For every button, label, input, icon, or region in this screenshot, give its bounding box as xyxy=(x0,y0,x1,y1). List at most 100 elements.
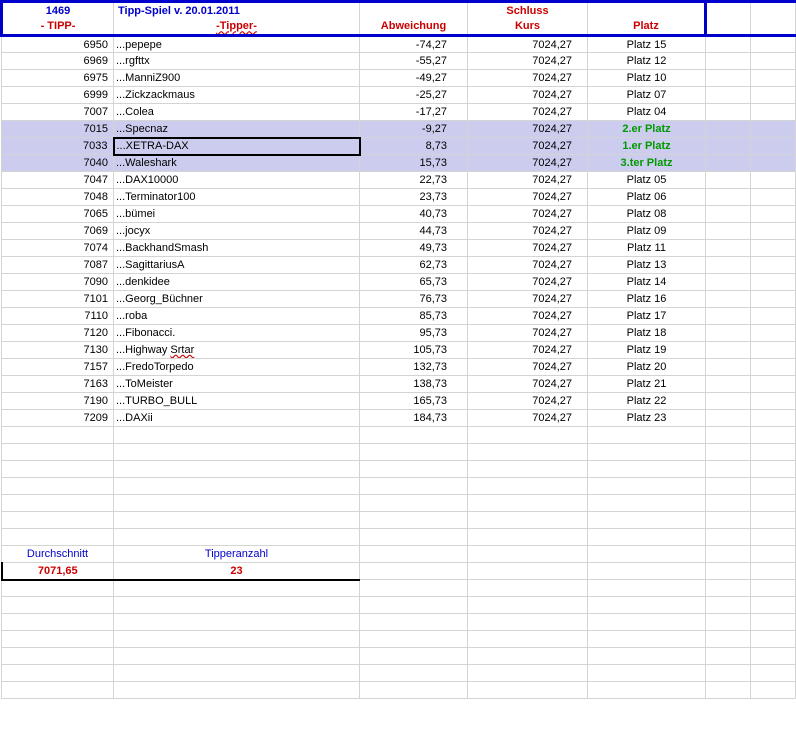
tipper-cell[interactable]: ...FredoTorpedo xyxy=(114,359,360,376)
platz-cell[interactable]: Platz 09 xyxy=(588,223,706,240)
cell-empty[interactable] xyxy=(2,444,114,461)
cell-empty[interactable] xyxy=(360,478,468,495)
tipp-cell[interactable]: 7130 xyxy=(2,342,114,359)
cell-empty[interactable] xyxy=(751,563,796,580)
footer-durchschnitt_label[interactable]: Durchschnitt xyxy=(2,546,114,563)
cell-empty[interactable] xyxy=(751,648,796,665)
tipp-cell[interactable]: 7047 xyxy=(2,172,114,189)
header-title[interactable]: Tipp-Spiel v. 20.01.2011 xyxy=(114,2,360,19)
footer-tipperanzahl_val[interactable]: 23 xyxy=(114,563,360,580)
cell-empty[interactable] xyxy=(114,631,360,648)
kurs-cell[interactable]: 7024,27 xyxy=(468,155,588,172)
cell-empty[interactable] xyxy=(706,291,751,308)
abweichung-cell[interactable]: -49,27 xyxy=(360,70,468,87)
cell-empty[interactable] xyxy=(114,529,360,546)
cell-empty[interactable] xyxy=(751,631,796,648)
cell-empty[interactable] xyxy=(751,580,796,597)
cell-empty[interactable] xyxy=(2,631,114,648)
cell-empty[interactable] xyxy=(751,682,796,699)
cell-empty[interactable] xyxy=(114,665,360,682)
header-kurs[interactable]: Kurs xyxy=(468,19,588,36)
cell-empty[interactable] xyxy=(751,597,796,614)
tipp-cell[interactable]: 7040 xyxy=(2,155,114,172)
footer-tipperanzahl_label[interactable]: Tipperanzahl xyxy=(114,546,360,563)
cell-empty[interactable] xyxy=(468,563,588,580)
cell-empty[interactable] xyxy=(706,393,751,410)
abweichung-cell[interactable]: -9,27 xyxy=(360,121,468,138)
platz-cell[interactable]: Platz 21 xyxy=(588,376,706,393)
cell-empty[interactable] xyxy=(751,410,796,427)
cell-empty[interactable] xyxy=(751,36,796,53)
cell-empty[interactable] xyxy=(751,393,796,410)
cell-empty[interactable] xyxy=(114,427,360,444)
kurs-cell[interactable]: 7024,27 xyxy=(468,291,588,308)
platz-cell[interactable]: 3.ter Platz xyxy=(588,155,706,172)
cell-empty[interactable] xyxy=(360,461,468,478)
platz-cell[interactable]: 1.er Platz xyxy=(588,138,706,155)
tipp-cell[interactable]: 7101 xyxy=(2,291,114,308)
cell-empty[interactable] xyxy=(588,512,706,529)
cell-empty[interactable] xyxy=(468,682,588,699)
tipp-cell[interactable]: 7015 xyxy=(2,121,114,138)
cell-empty[interactable] xyxy=(751,359,796,376)
cell-empty[interactable] xyxy=(588,648,706,665)
cell-empty[interactable] xyxy=(588,563,706,580)
tipp-cell[interactable]: 6975 xyxy=(2,70,114,87)
abweichung-cell[interactable]: 15,73 xyxy=(360,155,468,172)
tipp-cell[interactable]: 7048 xyxy=(2,189,114,206)
cell-empty[interactable] xyxy=(468,512,588,529)
cell-empty[interactable] xyxy=(468,461,588,478)
kurs-cell[interactable]: 7024,27 xyxy=(468,70,588,87)
header-num[interactable]: 1469 xyxy=(2,2,114,19)
cell-empty[interactable] xyxy=(751,529,796,546)
abweichung-cell[interactable]: 138,73 xyxy=(360,376,468,393)
tipper-cell[interactable]: ...ToMeister xyxy=(114,376,360,393)
cell-empty[interactable] xyxy=(114,495,360,512)
abweichung-cell[interactable]: 22,73 xyxy=(360,172,468,189)
cell-empty[interactable] xyxy=(2,597,114,614)
cell-empty[interactable] xyxy=(2,682,114,699)
cell-empty[interactable] xyxy=(468,631,588,648)
cell-empty[interactable] xyxy=(751,427,796,444)
cell-empty[interactable] xyxy=(706,257,751,274)
platz-cell[interactable]: Platz 12 xyxy=(588,53,706,70)
cell-empty[interactable] xyxy=(751,512,796,529)
cell-empty[interactable] xyxy=(114,478,360,495)
cell-empty[interactable] xyxy=(706,36,751,53)
cell-empty[interactable] xyxy=(360,682,468,699)
cell-empty[interactable] xyxy=(360,529,468,546)
cell-empty[interactable] xyxy=(751,53,796,70)
tipp-cell[interactable]: 7120 xyxy=(2,325,114,342)
kurs-cell[interactable]: 7024,27 xyxy=(468,274,588,291)
tipp-cell[interactable]: 7074 xyxy=(2,240,114,257)
platz-cell[interactable]: Platz 17 xyxy=(588,308,706,325)
footer-durchschnitt_val[interactable]: 7071,65 xyxy=(2,563,114,580)
header-empty[interactable] xyxy=(360,2,468,19)
cell-empty[interactable] xyxy=(706,648,751,665)
cell-empty[interactable] xyxy=(2,461,114,478)
cell-empty[interactable] xyxy=(706,563,751,580)
kurs-cell[interactable]: 7024,27 xyxy=(468,359,588,376)
header-platz[interactable]: Platz xyxy=(588,19,706,36)
abweichung-cell[interactable]: -55,27 xyxy=(360,53,468,70)
platz-cell[interactable]: Platz 06 xyxy=(588,189,706,206)
cell-empty[interactable] xyxy=(114,682,360,699)
abweichung-cell[interactable]: 105,73 xyxy=(360,342,468,359)
abweichung-cell[interactable]: 8,73 xyxy=(360,138,468,155)
tipp-cell[interactable]: 7033 xyxy=(2,138,114,155)
cell-empty[interactable] xyxy=(751,223,796,240)
cell-empty[interactable] xyxy=(360,495,468,512)
cell-empty[interactable] xyxy=(706,376,751,393)
cell-empty[interactable] xyxy=(751,70,796,87)
cell-empty[interactable] xyxy=(706,274,751,291)
header-tipper[interactable]: -Tipper- xyxy=(114,19,360,36)
tipper-cell[interactable]: ...Terminator100 xyxy=(114,189,360,206)
tipper-cell[interactable]: ...Waleshark xyxy=(114,155,360,172)
kurs-cell[interactable]: 7024,27 xyxy=(468,240,588,257)
platz-cell[interactable]: Platz 20 xyxy=(588,359,706,376)
cell-empty[interactable] xyxy=(360,665,468,682)
cell-empty[interactable] xyxy=(468,580,588,597)
kurs-cell[interactable]: 7024,27 xyxy=(468,104,588,121)
cell-empty[interactable] xyxy=(360,614,468,631)
platz-cell[interactable]: 2.er Platz xyxy=(588,121,706,138)
